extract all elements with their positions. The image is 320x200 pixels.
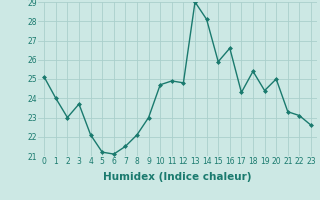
X-axis label: Humidex (Indice chaleur): Humidex (Indice chaleur) — [103, 172, 252, 182]
